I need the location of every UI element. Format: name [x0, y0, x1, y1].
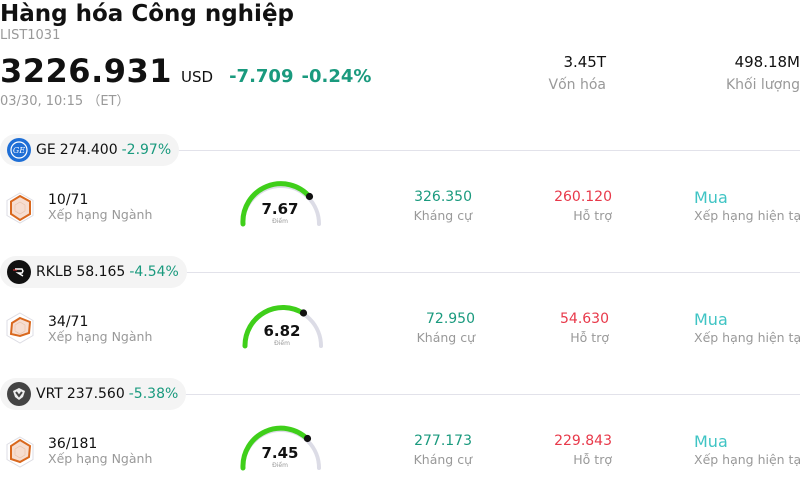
- stock-row-ge: 10/71 Xếp hạng Ngành 7.67 Điểm 326.350 K…: [0, 180, 800, 240]
- sector-rank: 10/71: [48, 192, 89, 208]
- currency: USD: [181, 68, 214, 86]
- rklb-logo-icon: [7, 260, 31, 284]
- resistance-label: Kháng cự: [413, 452, 472, 467]
- resistance: 277.173 Kháng cự: [414, 432, 472, 470]
- support-label: Hỗ trợ: [570, 330, 609, 345]
- resistance: 326.350 Kháng cự: [414, 188, 472, 226]
- stock-change-pct: -5.38%: [128, 386, 179, 402]
- score-label: Điểm: [272, 462, 288, 469]
- stock-price: 58.165: [76, 264, 126, 280]
- support-value: 54.630: [560, 311, 609, 327]
- price-change-pct: -0.24%: [301, 66, 372, 87]
- stock-price: 237.560: [66, 386, 125, 402]
- support: 260.120 Hỗ trợ: [554, 188, 612, 226]
- rating-label: Xếp hạng hiện tại: [694, 208, 800, 223]
- score-gauge: 6.82 Điểm: [241, 302, 331, 352]
- current-rating: Mua Xếp hạng hiện tại: [694, 432, 800, 468]
- support-label: Hỗ trợ: [573, 208, 612, 223]
- sector-radar-icon: [6, 312, 34, 344]
- vrt-logo-icon: [7, 382, 31, 406]
- score-value: 6.82: [263, 322, 301, 340]
- price-change: -7.709: [229, 66, 294, 87]
- current-rating: Mua Xếp hạng hiện tại: [694, 188, 800, 224]
- volume-stat: 498.18M Khối lượng: [726, 52, 800, 98]
- stock-row-rklb: 34/71 Xếp hạng Ngành 6.82 Điểm 72.950 Kh…: [0, 302, 800, 362]
- score-label: Điểm: [272, 218, 288, 225]
- current-rating: Mua Xếp hạng hiện tại: [694, 310, 800, 346]
- support: 229.843 Hỗ trợ: [554, 432, 612, 470]
- timestamp: 03/30, 10:15 （ET）: [0, 94, 130, 109]
- score-label: Điểm: [274, 340, 290, 347]
- market-cap-value: 3.45T: [563, 53, 606, 71]
- sector-rank: 34/71: [48, 314, 89, 330]
- volume-value: 498.18M: [734, 53, 800, 71]
- support: 54.630 Hỗ trợ: [560, 310, 609, 348]
- divider: [170, 272, 800, 273]
- support-label: Hỗ trợ: [573, 452, 612, 467]
- rating-label: Xếp hạng hiện tại: [694, 452, 800, 467]
- score-gauge: 7.45 Điểm: [239, 424, 329, 474]
- resistance-value: 72.950: [426, 311, 475, 327]
- sector-rank: 36/181: [48, 436, 98, 452]
- stock-symbol: GE: [36, 142, 56, 158]
- volume-label: Khối lượng: [725, 77, 800, 93]
- market-cap-stat: 3.45T Vốn hóa: [549, 52, 606, 98]
- stock-change-pct: -2.97%: [121, 142, 172, 158]
- rating-value: Mua: [694, 310, 728, 329]
- ge-logo-icon: GE: [7, 138, 31, 162]
- divider: [170, 394, 800, 395]
- index-price: 3226.931: [0, 52, 173, 90]
- stock-symbol: RKLB: [36, 264, 73, 280]
- rating-value: Mua: [694, 432, 728, 451]
- price-row: 3226.931 USD -7.709 -0.24%: [0, 52, 371, 92]
- svg-text:GE: GE: [13, 146, 25, 155]
- resistance-label: Kháng cự: [413, 208, 472, 223]
- sector-rank-label: Xếp hạng Ngành: [48, 207, 153, 222]
- sector-rank-label: Xếp hạng Ngành: [48, 329, 153, 344]
- resistance: 72.950 Kháng cự: [417, 310, 475, 348]
- stock-row-vrt: 36/181 Xếp hạng Ngành 7.45 Điểm 277.173 …: [0, 424, 800, 484]
- market-cap-label: Vốn hóa: [548, 77, 606, 93]
- score-gauge: 7.67 Điểm: [239, 180, 329, 230]
- resistance-label: Kháng cự: [416, 330, 475, 345]
- sector-rank-label: Xếp hạng Ngành: [48, 451, 153, 466]
- support-value: 229.843: [554, 433, 612, 449]
- stock-chip-vrt[interactable]: VRT 237.560 -5.38%: [0, 378, 187, 410]
- stock-chip-rklb[interactable]: RKLB 58.165 -4.54%: [0, 256, 187, 288]
- score-value: 7.67: [261, 200, 299, 218]
- resistance-value: 277.173: [414, 433, 472, 449]
- rating-value: Mua: [694, 188, 728, 207]
- resistance-value: 326.350: [414, 189, 472, 205]
- list-code: LIST1031: [0, 28, 61, 43]
- stock-chip-ge[interactable]: GE GE 274.400 -2.97%: [0, 134, 180, 166]
- page-title: Hàng hóa Công nghiệp: [0, 1, 295, 27]
- sector-radar-icon: [6, 192, 34, 224]
- support-value: 260.120: [554, 189, 612, 205]
- sector-radar-icon: [6, 436, 34, 468]
- rating-label: Xếp hạng hiện tại: [694, 330, 800, 345]
- stock-symbol: VRT: [36, 386, 63, 402]
- score-value: 7.45: [261, 444, 299, 462]
- stock-change-pct: -4.54%: [129, 264, 179, 280]
- stock-price: 274.400: [59, 142, 118, 158]
- divider: [170, 150, 800, 151]
